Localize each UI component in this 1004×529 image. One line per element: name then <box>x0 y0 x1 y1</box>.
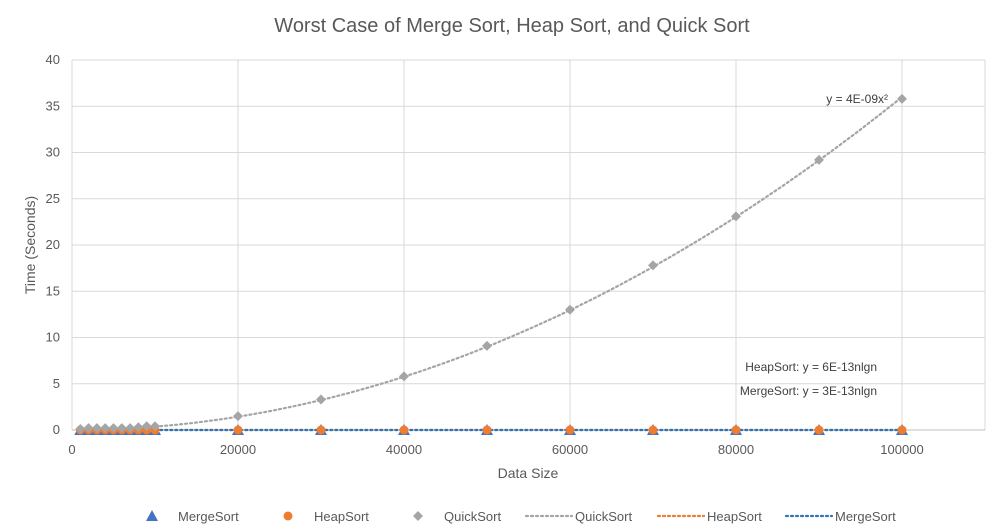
heapsort-point <box>399 425 409 435</box>
legend-item-heapsort-marker: HeapSort <box>283 509 369 524</box>
heapsort-point <box>648 425 658 435</box>
legend-label: HeapSort <box>707 509 762 524</box>
x-tick-label: 80000 <box>718 442 754 457</box>
quicksort-point <box>125 423 136 434</box>
x-tick-label: 20000 <box>220 442 256 457</box>
x-axis-label: Data Size <box>498 465 559 481</box>
legend-item-quicksort-line: QuickSort <box>524 509 632 524</box>
y-tick-label: 35 <box>46 98 60 113</box>
x-tick-label: 40000 <box>386 442 422 457</box>
quicksort-point <box>814 154 824 165</box>
quicksort-point <box>108 423 119 434</box>
quicksort-point <box>83 423 94 434</box>
series-quicksort <box>75 93 907 435</box>
heapsort-point <box>316 425 326 435</box>
quicksort-point <box>116 423 127 434</box>
trendlines <box>79 95 904 432</box>
heapsort-point <box>814 425 824 435</box>
legend-triangle-icon <box>146 510 158 521</box>
y-axis-label: Time (Seconds) <box>22 196 38 294</box>
heapsort-point <box>897 425 907 435</box>
quicksort-point <box>91 423 102 434</box>
y-tick-label: 15 <box>46 283 60 298</box>
heapsort-point <box>482 425 492 435</box>
quicksort-point <box>565 304 575 315</box>
chart-title: Worst Case of Merge Sort, Heap Sort, and… <box>274 15 750 37</box>
legend-label: MergeSort <box>178 509 239 524</box>
mergesort-trendline-formula: MergeSort: y = 3E-13nlgn <box>740 384 877 398</box>
heapsort-point <box>565 425 575 435</box>
trendline-annotations: y = 4E-09x² HeapSort: y = 6E-13nlgn Merg… <box>740 92 888 398</box>
gridlines <box>71 59 986 431</box>
legend-item-mergesort-marker: MergeSort <box>146 509 239 524</box>
legend-label: QuickSort <box>444 509 501 524</box>
y-tick-label: 20 <box>46 237 60 252</box>
quicksort-trendline-formula: y = 4E-09x² <box>826 92 888 106</box>
quicksort-point <box>731 211 741 222</box>
y-tick-label: 5 <box>53 376 60 391</box>
legend-circle-icon <box>283 511 293 521</box>
legend-item-quicksort-marker: QuickSort <box>413 509 501 524</box>
quicksort-point <box>141 421 152 432</box>
legend-item-heapsort-line: HeapSort <box>656 509 762 524</box>
trendline-quicksort <box>79 95 904 432</box>
quicksort-point <box>897 93 907 104</box>
quicksort-point <box>399 371 409 382</box>
y-tick-label: 25 <box>46 191 60 206</box>
heapsort-trendline-formula: HeapSort: y = 6E-13nlgn <box>745 360 877 374</box>
quicksort-point <box>233 411 243 422</box>
legend-label: QuickSort <box>575 509 632 524</box>
quicksort-point <box>316 394 326 405</box>
y-tick-label: 0 <box>53 422 60 437</box>
quicksort-point <box>75 424 86 435</box>
x-tick-label: 0 <box>68 442 75 457</box>
y-tick-label: 10 <box>46 330 60 345</box>
quicksort-point <box>100 423 111 434</box>
legend-diamond-icon <box>413 511 423 521</box>
y-tick-label: 30 <box>46 145 60 160</box>
quicksort-point <box>133 422 144 433</box>
quicksort-point <box>150 421 160 432</box>
legend-label: MergeSort <box>835 509 896 524</box>
quicksort-point <box>648 260 658 271</box>
heapsort-point <box>731 425 741 435</box>
y-tick-label: 40 <box>46 52 60 67</box>
x-tick-label: 100000 <box>880 442 923 457</box>
data-markers <box>74 93 908 435</box>
legend-item-mergesort-line: MergeSort <box>784 509 896 524</box>
legend-label: HeapSort <box>314 509 369 524</box>
heapsort-point <box>233 425 243 435</box>
legend: MergeSort HeapSort QuickSort QuickSort HeapS… <box>146 509 896 524</box>
quicksort-point <box>482 340 492 351</box>
x-tick-label: 60000 <box>552 442 588 457</box>
